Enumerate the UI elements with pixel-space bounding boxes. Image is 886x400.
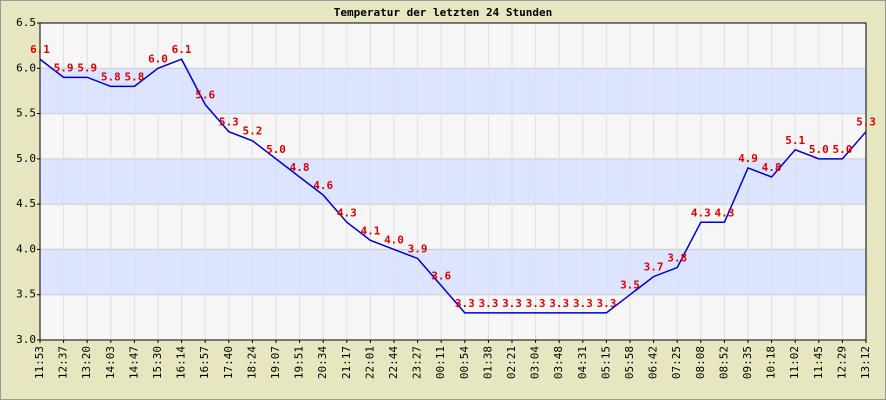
band [40, 204, 866, 250]
y-tick-label: 5.0 [16, 152, 36, 165]
x-tick-label: 03:48 [552, 346, 565, 379]
data-label: 3.3 [455, 297, 475, 310]
x-tick-label: 13:20 [80, 346, 93, 379]
x-tick-label: 14:03 [104, 346, 117, 379]
data-label: 5.3 [856, 116, 876, 129]
y-tick-label: 6.5 [16, 16, 36, 29]
data-label: 3.3 [478, 297, 498, 310]
data-label: 6.1 [30, 43, 50, 56]
x-tick-label: 16:57 [198, 346, 211, 379]
data-label: 5.1 [785, 134, 805, 147]
data-label: 4.1 [360, 224, 380, 237]
data-label: 5.3 [219, 116, 239, 129]
line [39, 58, 867, 314]
y-tick-label: 3.0 [16, 333, 36, 346]
x-tick-label: 00:11 [434, 346, 447, 379]
band [40, 113, 866, 159]
data-label: 5.8 [124, 70, 144, 83]
x-tick-label: 11:45 [812, 346, 825, 379]
x-tick-label: 12:37 [57, 346, 70, 379]
data-label: 3.8 [667, 252, 687, 265]
data-label: 5.6 [195, 89, 215, 102]
data-label: 4.3 [337, 206, 357, 219]
y-tick-label: 6.0 [16, 61, 36, 74]
band [40, 294, 866, 340]
data-label: 4.3 [714, 206, 734, 219]
x-tick-label: 17:40 [222, 346, 235, 379]
data-label: 4.0 [384, 233, 404, 246]
x-tick-label: 05:15 [599, 346, 612, 379]
x-tick-label: 02:21 [505, 346, 518, 379]
x-tick-label: 18:24 [245, 346, 258, 379]
x-tick-label: 03:04 [529, 346, 542, 379]
x-tick-label: 16:14 [175, 346, 188, 379]
band [40, 249, 866, 295]
data-label: 3.3 [596, 297, 616, 310]
x-tick-label: 04:31 [576, 346, 589, 379]
x-tick-label: 09:35 [741, 346, 754, 379]
x-tick-label: 21:17 [340, 346, 353, 379]
data-label: 3.3 [549, 297, 569, 310]
y-tick-label: 4.0 [16, 242, 36, 255]
x-tick-label: 10:18 [765, 346, 778, 379]
data-label: 5.0 [832, 143, 852, 156]
x-tick-label: 12:29 [835, 346, 848, 379]
data-label: 3.6 [431, 270, 451, 283]
data-label: 5.8 [101, 70, 121, 83]
x-tick-label: 23:27 [411, 346, 424, 379]
data-label: 4.9 [738, 152, 758, 165]
data-label: 5.2 [242, 125, 262, 138]
x-tick-label: 20:34 [316, 346, 329, 379]
data-label: 3.7 [644, 261, 664, 274]
x-tick-label: 13:12 [859, 346, 872, 379]
x-tick-label: 19:07 [269, 346, 282, 379]
data-label: 6.0 [148, 52, 168, 65]
data-label: 4.3 [691, 206, 711, 219]
x-tick-label: 11:02 [788, 346, 801, 379]
data-label: 3.9 [408, 242, 428, 255]
x-tick-label: 08:08 [694, 346, 707, 379]
band [40, 158, 866, 205]
data-label: 5.0 [266, 143, 286, 156]
data-label: 5.9 [54, 61, 74, 74]
x-tick-label: 06:42 [647, 346, 660, 379]
x-tick-label: 01:38 [481, 346, 494, 379]
x-tick-label: 07:25 [670, 346, 683, 379]
band [40, 68, 866, 114]
x-tick-label: 11:53 [33, 346, 46, 379]
y-tick-label: 5.5 [16, 107, 36, 120]
data-label: 4.8 [762, 161, 782, 174]
y-tick-label: 4.5 [16, 197, 36, 210]
data-label: 6.1 [172, 43, 192, 56]
chart-title: Temperatur der letzten 24 Stunden [334, 6, 553, 19]
x-tick-label: 15:30 [151, 346, 164, 379]
x-tick-label: 08:52 [717, 346, 730, 379]
data-label: 5.9 [77, 61, 97, 74]
x-tick-label: 00:54 [458, 346, 471, 379]
y-tick-label: 3.5 [16, 288, 36, 301]
x-tick-label: 14:47 [127, 346, 140, 379]
data-label: 4.8 [290, 161, 310, 174]
x-tick-label: 22:01 [363, 346, 376, 379]
data-label: 3.3 [526, 297, 546, 310]
data-label: 4.6 [313, 179, 333, 192]
x-tick-label: 05:58 [623, 346, 636, 379]
x-tick-label: 19:51 [293, 346, 306, 379]
data-label: 5.0 [809, 143, 829, 156]
data-label: 3.3 [502, 297, 522, 310]
x-tick-label: 22:44 [387, 346, 400, 379]
data-label: 3.3 [573, 297, 593, 310]
plot-frame [39, 22, 867, 341]
data-label: 3.5 [620, 279, 640, 292]
